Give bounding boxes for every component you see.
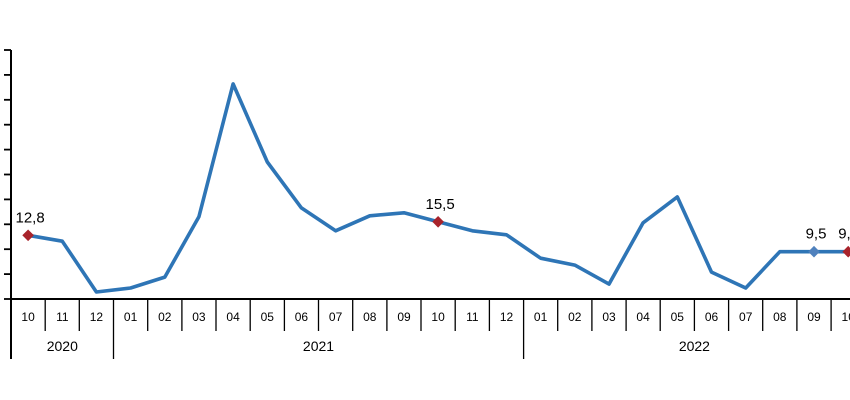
month-label: 05 <box>671 310 685 324</box>
data-marker <box>808 245 820 258</box>
month-label: 06 <box>705 310 719 324</box>
month-label: 11 <box>466 310 479 324</box>
month-label: 03 <box>602 310 616 324</box>
trend-line <box>26 82 850 294</box>
month-label: 07 <box>739 310 753 324</box>
month-label: 02 <box>158 310 172 324</box>
year-label: 2020 <box>47 338 78 354</box>
data-marker <box>22 229 34 242</box>
month-label: 11 <box>56 310 69 324</box>
month-label: 10 <box>21 310 35 324</box>
month-label: 09 <box>397 310 411 324</box>
month-label: 01 <box>124 310 138 324</box>
data-label: 15,5 <box>425 196 454 213</box>
data-label: 9,5 <box>806 226 827 243</box>
month-label: 10 <box>431 310 445 324</box>
month-label: 12 <box>500 310 514 324</box>
month-label: 01 <box>534 310 548 324</box>
month-label: 12 <box>90 310 104 324</box>
month-label: 09 <box>807 310 821 324</box>
data-label: 9, <box>838 226 850 243</box>
month-label: 04 <box>226 310 240 324</box>
month-label: 05 <box>261 310 275 324</box>
month-label: 08 <box>363 310 377 324</box>
month-label: 02 <box>568 310 582 324</box>
data-label: 12,8 <box>15 209 44 226</box>
month-label: 10 <box>842 310 850 324</box>
year-label: 2022 <box>679 338 710 354</box>
month-label: 06 <box>295 310 309 324</box>
data-marker <box>432 216 444 228</box>
year-label: 2021 <box>303 338 334 354</box>
month-label: 08 <box>773 310 787 324</box>
data-marker <box>842 245 850 258</box>
month-label: 03 <box>192 310 206 324</box>
month-label: 07 <box>329 310 343 324</box>
month-label: 04 <box>636 310 650 324</box>
